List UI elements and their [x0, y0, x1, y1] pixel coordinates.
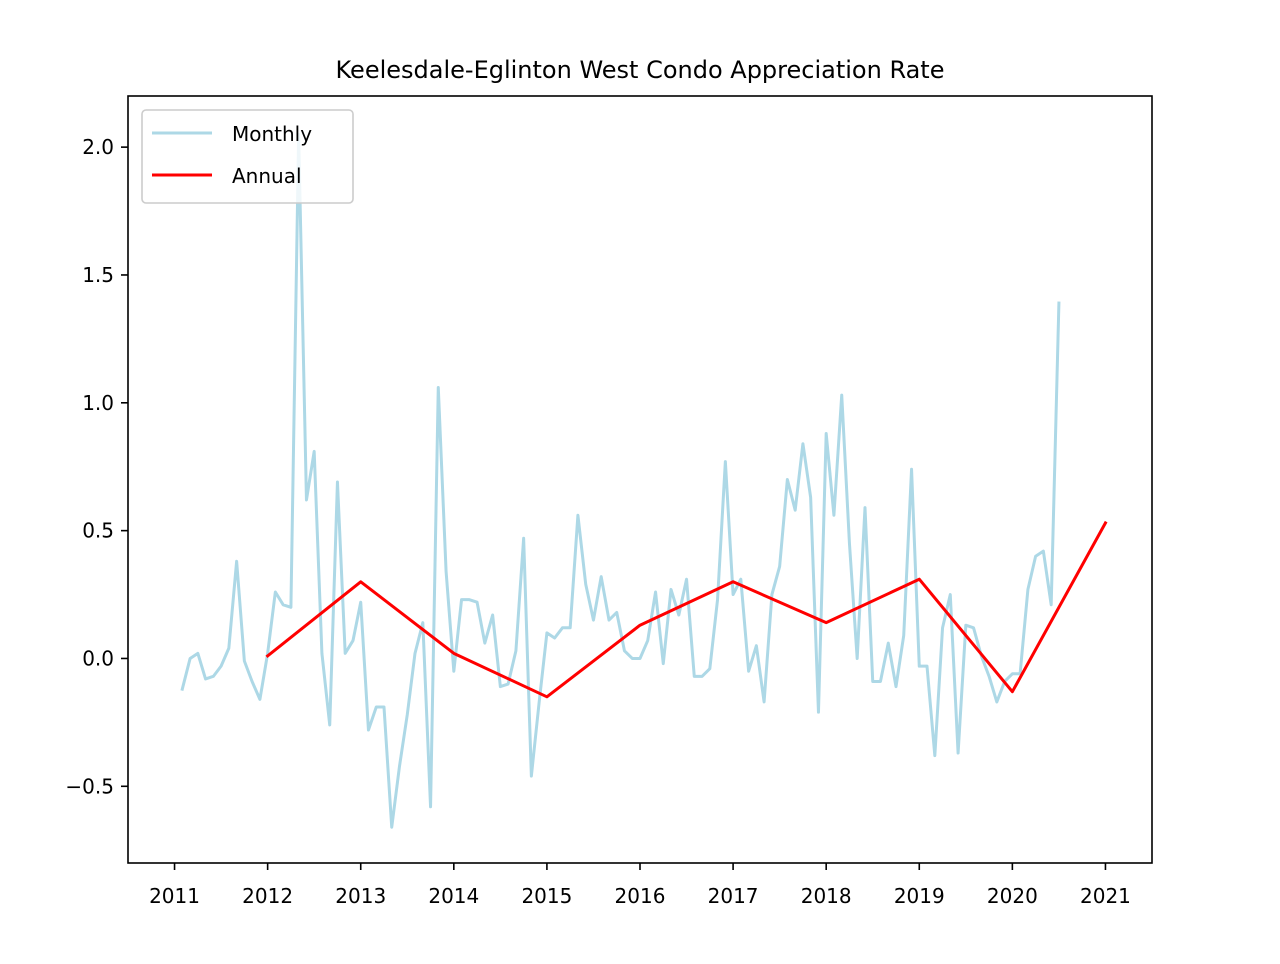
y-tick-label: 0.0 — [82, 646, 114, 670]
x-tick-label: 2019 — [894, 884, 945, 908]
x-axis: 2011 2012 2013 2014 2015 2016 2017 2018 2019 2020… — [149, 863, 1131, 908]
x-tick-label: 2018 — [801, 884, 852, 908]
x-tick-label: 2020 — [987, 884, 1038, 908]
y-tick-label: 1.0 — [82, 391, 114, 415]
series-line-annual — [265, 520, 1108, 699]
x-tick-label: 2013 — [335, 884, 386, 908]
x-tick-label: 2017 — [708, 884, 759, 908]
y-axis: −0.5 0.0 0.5 1.0 1.5 2.0 — [65, 135, 128, 798]
x-tick-label: 2011 — [149, 884, 200, 908]
x-tick-label: 2012 — [242, 884, 293, 908]
series-line-monthly — [180, 132, 1061, 829]
legend: Monthly Annual — [141, 109, 354, 204]
y-tick-label: 2.0 — [82, 135, 114, 159]
legend-label-monthly: Monthly — [232, 122, 312, 146]
y-tick-label: 1.5 — [82, 263, 114, 287]
y-tick-label: −0.5 — [65, 774, 114, 798]
x-tick-label: 2021 — [1080, 884, 1131, 908]
x-tick-label: 2014 — [428, 884, 479, 908]
legend-label-annual: Annual — [232, 164, 302, 188]
y-tick-label: 0.5 — [82, 519, 114, 543]
plot-area-frame — [127, 95, 1153, 864]
x-tick-label: 2016 — [615, 884, 666, 908]
x-tick-label: 2015 — [521, 884, 572, 908]
chart-title: Keelesdale-Eglinton West Condo Appreciat… — [336, 56, 945, 84]
